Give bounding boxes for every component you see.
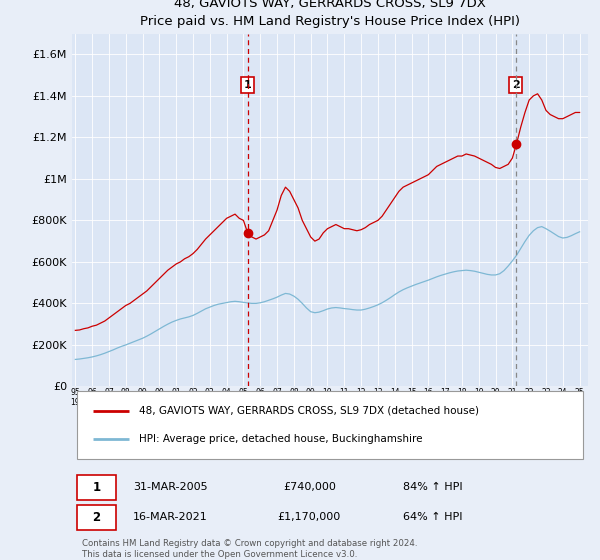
Text: £1,170,000: £1,170,000 (278, 512, 341, 522)
Text: 1: 1 (92, 480, 100, 494)
Title: 48, GAVIOTS WAY, GERRARDS CROSS, SL9 7DX
Price paid vs. HM Land Registry's House: 48, GAVIOTS WAY, GERRARDS CROSS, SL9 7DX… (140, 0, 520, 28)
Text: Contains HM Land Registry data © Crown copyright and database right 2024.
This d: Contains HM Land Registry data © Crown c… (82, 539, 418, 559)
Text: 48, GAVIOTS WAY, GERRARDS CROSS, SL9 7DX (detached house): 48, GAVIOTS WAY, GERRARDS CROSS, SL9 7DX… (139, 406, 479, 416)
Text: 84% ↑ HPI: 84% ↑ HPI (403, 482, 463, 492)
Text: 2: 2 (512, 80, 520, 90)
Text: 31-MAR-2005: 31-MAR-2005 (133, 482, 208, 492)
FancyBboxPatch shape (77, 391, 583, 459)
FancyBboxPatch shape (77, 475, 116, 500)
Text: 64% ↑ HPI: 64% ↑ HPI (403, 512, 463, 522)
Text: £740,000: £740,000 (283, 482, 336, 492)
Text: HPI: Average price, detached house, Buckinghamshire: HPI: Average price, detached house, Buck… (139, 434, 422, 444)
Text: 2: 2 (92, 511, 100, 524)
Text: 1: 1 (244, 80, 251, 90)
FancyBboxPatch shape (77, 505, 116, 530)
Text: 16-MAR-2021: 16-MAR-2021 (133, 512, 208, 522)
